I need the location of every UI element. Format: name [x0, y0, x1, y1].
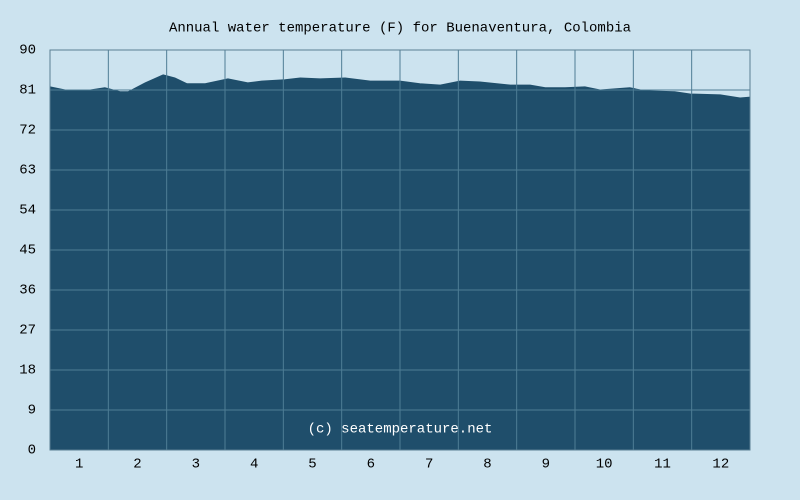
x-tick-label: 4: [250, 457, 258, 473]
x-tick-label: 9: [542, 457, 550, 473]
y-tick-label: 0: [28, 443, 36, 459]
x-tick-label: 11: [654, 457, 671, 473]
y-tick-label: 63: [19, 163, 36, 179]
watermark: (c) seatemperature.net: [308, 422, 493, 438]
chart-title: Annual water temperature (F) for Buenave…: [169, 21, 631, 37]
y-tick-label: 18: [19, 363, 36, 379]
x-tick-label: 10: [596, 457, 613, 473]
y-tick-label: 45: [19, 243, 36, 259]
x-tick-label: 7: [425, 457, 433, 473]
y-tick-label: 90: [19, 43, 36, 59]
y-tick-label: 36: [19, 283, 36, 299]
x-tick-label: 3: [192, 457, 200, 473]
x-tick-label: 5: [308, 457, 316, 473]
plot-border: [49, 49, 751, 451]
y-tick-label: 9: [28, 403, 36, 419]
y-tick-label: 72: [19, 123, 36, 139]
x-tick-label: 6: [367, 457, 375, 473]
y-tick-label: 81: [19, 83, 36, 99]
x-tick-label: 12: [712, 457, 729, 473]
x-tick-label: 2: [133, 457, 141, 473]
y-tick-label: 27: [19, 323, 36, 339]
y-tick-label: 54: [19, 203, 36, 219]
x-tick-label: 8: [483, 457, 491, 473]
x-tick-label: 1: [75, 457, 83, 473]
